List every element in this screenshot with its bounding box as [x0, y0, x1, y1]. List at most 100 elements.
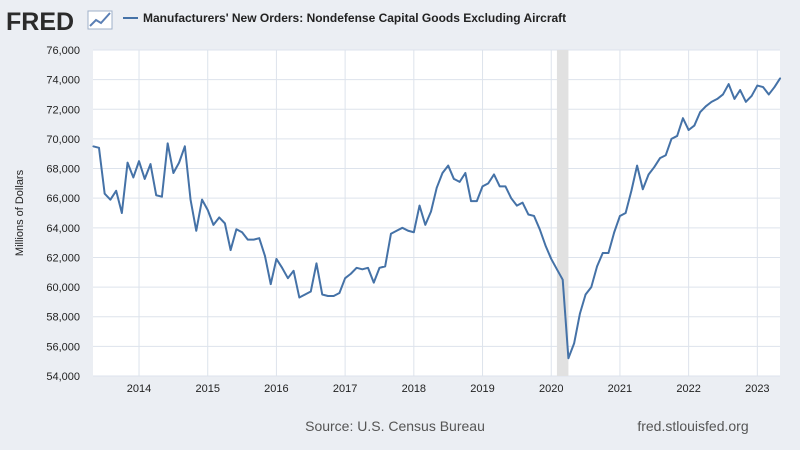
data-point [115, 189, 117, 192]
data-point [189, 198, 192, 201]
data-point [172, 172, 175, 174]
y-axis: 54,000 56,000 58,000 60,000 62,000 64,000 66,0… [46, 45, 80, 383]
recession-shading [556, 50, 569, 376]
x-tick-label: 2014 [127, 383, 151, 395]
data-point [424, 224, 427, 226]
data-point [121, 212, 123, 214]
fred-site-link[interactable]: fred.stlouisfed.org [637, 418, 748, 434]
data-point [544, 244, 547, 247]
data-point [464, 172, 467, 174]
data-point [178, 161, 180, 164]
fred-logo-graph-icon [87, 10, 113, 30]
data-point [533, 215, 535, 217]
data-point [682, 117, 684, 119]
data-point [642, 188, 644, 191]
data-point [258, 237, 261, 239]
data-point [298, 296, 301, 299]
y-tick-label: 62,000 [46, 252, 80, 264]
data-point [699, 111, 701, 114]
data-point [676, 135, 678, 137]
data-point [716, 98, 719, 100]
data-point [395, 229, 398, 232]
x-tick-label: 2017 [333, 383, 357, 395]
y-tick-label: 64,000 [46, 223, 80, 235]
x-tick-label: 2023 [745, 383, 769, 395]
data-point [292, 269, 295, 272]
data-point [664, 154, 667, 157]
grid [93, 49, 780, 377]
data-point [435, 187, 438, 189]
x-tick-label: 2018 [402, 383, 426, 395]
y-tick-label: 72,000 [46, 104, 80, 116]
data-point [309, 290, 312, 293]
x-tick-label: 2022 [676, 383, 700, 395]
data-point [206, 209, 209, 211]
data-point [161, 195, 163, 198]
data-point [710, 101, 713, 103]
data-point [768, 93, 770, 96]
source-label: Source: U.S. Census Bureau [305, 418, 485, 434]
data-point [350, 272, 352, 275]
y-tick-label: 66,000 [46, 193, 80, 205]
data-point [92, 145, 95, 148]
data-point [355, 267, 358, 269]
data-point [378, 267, 381, 269]
x-tick-label: 2019 [470, 383, 494, 395]
data-point [756, 84, 759, 87]
data-point [705, 105, 707, 108]
data-point [246, 238, 249, 241]
data-point [476, 200, 478, 202]
data-point [527, 213, 530, 216]
plot-background [93, 50, 780, 376]
data-point [287, 277, 289, 280]
data-point [418, 204, 421, 207]
data-point [166, 142, 169, 145]
data-point [596, 265, 598, 268]
recession-bar [556, 50, 569, 376]
data-point [441, 172, 444, 174]
data-point [269, 283, 272, 285]
data-point [487, 182, 490, 185]
data-point [344, 277, 346, 280]
data-point [98, 147, 100, 149]
y-tick-label: 68,000 [46, 164, 80, 176]
y-tick-label: 58,000 [46, 312, 80, 324]
data-point [430, 210, 432, 213]
data-point [212, 224, 215, 226]
data-point [229, 249, 232, 251]
data-point [361, 268, 364, 271]
legend: Manufacturers' New Orders: Nondefense Ca… [123, 11, 566, 25]
data-point [304, 293, 306, 296]
data-point [155, 194, 157, 197]
data-point [407, 229, 409, 232]
x-tick-label: 2020 [539, 383, 563, 395]
data-point [132, 176, 135, 179]
data-point [458, 181, 461, 183]
data-point [367, 267, 369, 269]
data-point [103, 192, 106, 195]
data-point [493, 173, 495, 176]
data-point [722, 93, 724, 96]
x-tick-label: 2015 [195, 383, 219, 395]
data-point [201, 198, 203, 201]
data-point [762, 86, 764, 88]
y-tick-label: 54,000 [46, 371, 80, 383]
data-point [613, 231, 616, 234]
data-point [372, 281, 375, 284]
data-point [224, 222, 226, 225]
data-point [647, 173, 650, 176]
series-layer [92, 77, 782, 360]
data-point [579, 312, 581, 315]
fred-logo-text: FRED [6, 8, 74, 36]
data-point [693, 124, 696, 127]
data-point [195, 229, 198, 232]
data-point [218, 216, 220, 219]
data-point [498, 185, 501, 188]
data-point [109, 198, 112, 201]
fred-logo[interactable]: FRED [6, 8, 113, 36]
y-tick-label: 70,000 [46, 134, 80, 146]
y-tick-label: 56,000 [46, 341, 80, 353]
data-point [510, 197, 512, 199]
data-point [624, 212, 627, 214]
